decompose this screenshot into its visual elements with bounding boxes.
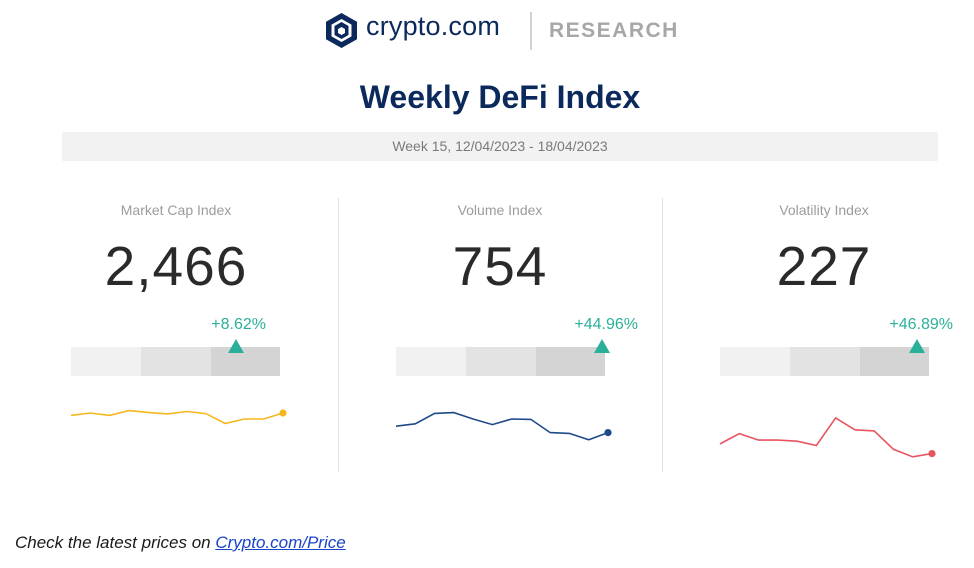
- volume-range-bar: [396, 339, 610, 376]
- crypto-price-link[interactable]: Crypto.com/Price: [215, 533, 346, 552]
- logo-divider: [530, 12, 532, 50]
- brand-name: crypto.com: [366, 11, 501, 41]
- volume-index-value: 754: [452, 235, 548, 297]
- sparkline-path: [70, 409, 284, 425]
- footer-text: Check the latest prices on: [15, 533, 216, 552]
- market-cap-index-label: Market Cap Index: [120, 202, 232, 218]
- section-name: RESEARCH: [549, 19, 679, 42]
- up-arrow-icon: [909, 339, 925, 353]
- market-cap-sparkline: [70, 409, 287, 425]
- up-arrow-icon: [228, 339, 244, 353]
- volatility-range-bar: [720, 339, 929, 376]
- page-title: Weekly DeFi Index: [359, 79, 641, 115]
- up-arrow-icon: [594, 339, 610, 353]
- sparkline-end-dot: [928, 450, 936, 458]
- market-cap-index-change: +8.62%: [211, 316, 266, 333]
- volatility-sparkline: [719, 416, 936, 458]
- volume-index-label: Volume Index: [457, 202, 543, 218]
- sparkline-end-dot: [604, 429, 612, 437]
- sparkline-path: [719, 416, 933, 458]
- week-range: Week 15, 12/04/2023 - 18/04/2023: [62, 132, 938, 161]
- panel-divider: [662, 198, 663, 472]
- footer-note: Check the latest prices on Crypto.com/Pr…: [15, 533, 346, 553]
- sparkline-path: [395, 411, 609, 441]
- volume-sparkline: [395, 411, 612, 441]
- volatility-index-change: +46.89%: [889, 316, 953, 333]
- market-cap-index-value: 2,466: [104, 235, 248, 297]
- panel-divider: [338, 198, 339, 472]
- volume-index-change: +44.96%: [574, 316, 638, 333]
- sparkline-end-dot: [279, 409, 287, 417]
- volatility-index-value: 227: [776, 235, 872, 297]
- crypto-com-logo-icon: [326, 13, 357, 48]
- market-cap-range-bar: [71, 339, 280, 376]
- volatility-index-label: Volatility Index: [779, 202, 869, 218]
